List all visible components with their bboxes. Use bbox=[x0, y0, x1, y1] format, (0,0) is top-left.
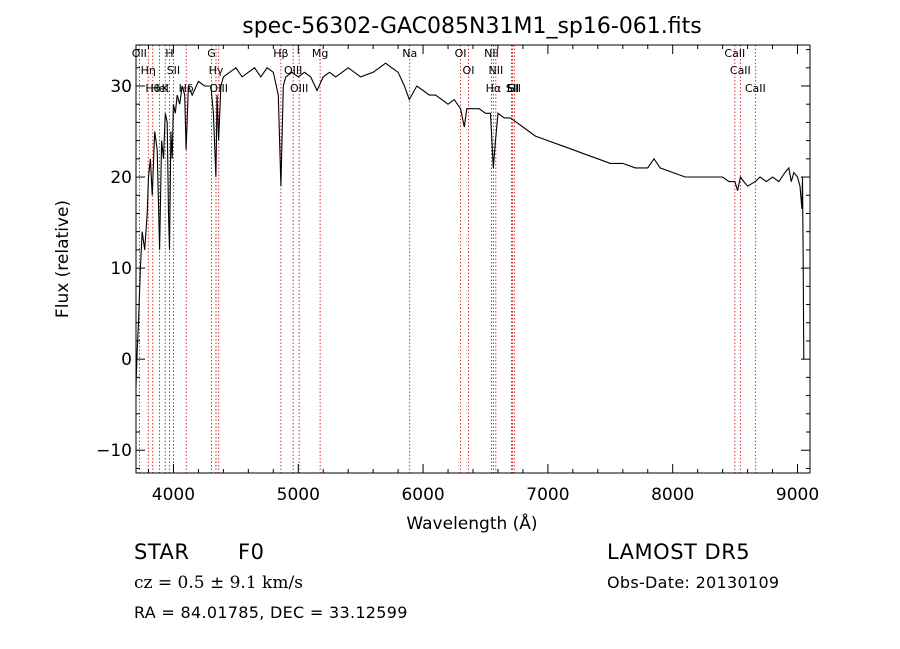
line-label: Hβ bbox=[273, 47, 288, 60]
line-label: SII bbox=[506, 82, 519, 95]
line-label: OIII bbox=[290, 82, 308, 95]
x-tick-label: 4000 bbox=[152, 485, 195, 505]
observation-date: Obs-Date: 20130109 bbox=[607, 573, 780, 592]
line-label: Hγ bbox=[209, 64, 224, 77]
y-axis-label: Flux (relative) bbox=[53, 200, 73, 318]
x-tick-label: 6000 bbox=[401, 485, 444, 505]
line-label: Mg bbox=[312, 47, 328, 60]
line-label: SII bbox=[508, 82, 521, 95]
axis-ticks: 4000 5000 6000 7000 8000 9000 −10 0 10 20 30 bbox=[96, 45, 819, 505]
line-label: Na bbox=[402, 47, 417, 60]
line-label: Li bbox=[507, 82, 516, 95]
line-label: OIII bbox=[284, 64, 302, 77]
object-class: STAR bbox=[134, 540, 190, 564]
line-label: H bbox=[165, 47, 173, 60]
spectrum-line bbox=[135, 62, 805, 387]
chart-title: spec-56302-GAC085N31M1_sp16-061.fits bbox=[242, 14, 702, 39]
line-label: Hθ bbox=[145, 82, 160, 95]
y-tick-label: −10 bbox=[96, 441, 132, 461]
coordinates: RA = 84.01785, DEC = 33.12599 bbox=[134, 603, 408, 622]
spectral-subclass: F0 bbox=[238, 540, 265, 564]
line-label: OI bbox=[455, 47, 467, 60]
line-label: HeI bbox=[150, 82, 168, 95]
x-tick-label: 9000 bbox=[776, 485, 819, 505]
line-label: NII bbox=[488, 64, 503, 77]
line-label: K bbox=[162, 82, 170, 95]
line-label: CaII bbox=[730, 64, 751, 77]
x-tick-label: 8000 bbox=[651, 485, 694, 505]
survey-name: LAMOST DR5 bbox=[607, 540, 751, 564]
y-tick-label: 0 bbox=[121, 350, 132, 370]
y-tick-label: 30 bbox=[110, 77, 132, 97]
line-label: OIII bbox=[210, 82, 228, 95]
line-label: Hα bbox=[486, 82, 502, 95]
x-axis-label: Wavelength (Å) bbox=[406, 512, 537, 534]
line-label: CaII bbox=[745, 82, 766, 95]
line-label: OI bbox=[463, 64, 475, 77]
y-tick-label: 20 bbox=[110, 168, 132, 188]
line-label: Hη bbox=[141, 64, 156, 77]
redshift-velocity: cz = 0.5 ± 9.1 km/s bbox=[134, 573, 303, 593]
x-tick-label: 5000 bbox=[277, 485, 320, 505]
line-markers bbox=[138, 45, 756, 473]
line-label: G bbox=[207, 47, 216, 60]
y-tick-label: 10 bbox=[110, 259, 132, 279]
line-label: OII bbox=[132, 47, 147, 60]
line-label: CaII bbox=[724, 47, 745, 60]
line-label: Hδ bbox=[179, 82, 194, 95]
x-tick-label: 7000 bbox=[526, 485, 569, 505]
line-label: SII bbox=[167, 64, 180, 77]
line-label: NII bbox=[484, 47, 499, 60]
